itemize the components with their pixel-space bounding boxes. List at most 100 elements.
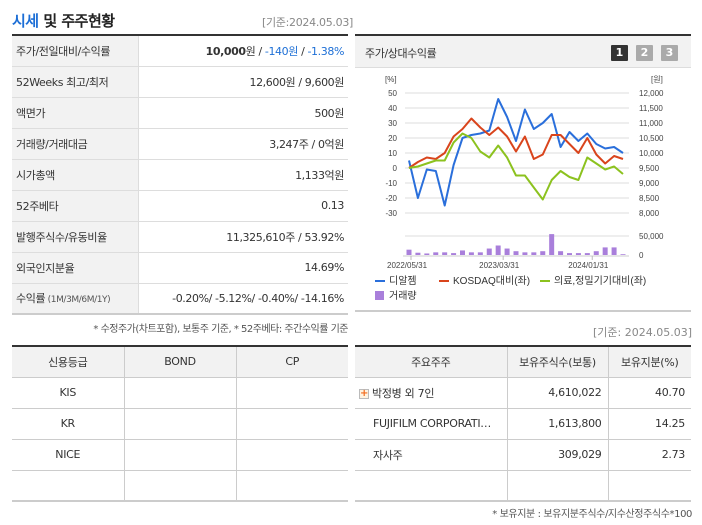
- separator: /: [255, 44, 265, 58]
- svg-text:50,000: 50,000: [639, 232, 664, 241]
- table-row: 액면가 500원: [12, 97, 348, 129]
- table-row: KIS: [12, 377, 348, 409]
- table-header-row: 신용등급 BOND CP: [12, 346, 348, 378]
- svg-text:8,000: 8,000: [639, 209, 660, 218]
- holder-name: 자사주: [355, 439, 508, 471]
- holder-name-cell[interactable]: + 박정병 외 7인: [355, 377, 508, 409]
- svg-text:11,000: 11,000: [639, 119, 663, 128]
- row-value: 500원: [138, 97, 348, 129]
- svg-text:12,000: 12,000: [639, 89, 664, 98]
- row-label: 액면가: [12, 97, 139, 129]
- table-row: 52Weeks 최고/최저 12,600원 / 9,600원: [12, 66, 348, 98]
- row-label: 52주베타: [12, 190, 139, 222]
- svg-text:2024/01/31: 2024/01/31: [568, 261, 609, 270]
- cp-cell: [236, 408, 348, 440]
- major-shareholders-table: 주요주주 보유주식수(보통) 보유지분(%) + 박정병 외 7인 4,610,0…: [355, 345, 691, 502]
- svg-text:0: 0: [639, 251, 644, 260]
- table-row: [355, 470, 691, 502]
- bond-cell: [124, 439, 237, 471]
- row-label: 외국인지분율: [12, 252, 139, 284]
- bond-cell: [124, 470, 237, 502]
- table-row: 주가/전일대비/수익률 10,000원 / -140원 / -1.38%: [12, 35, 348, 67]
- returns-value: -0.20%/ -5.12%/ -0.40%/ -14.16%: [138, 283, 348, 315]
- cp-cell: [236, 377, 348, 409]
- agency-cell: KIS: [12, 377, 125, 409]
- row-label: 52Weeks 최고/최저: [12, 66, 139, 98]
- price-unit: 원: [245, 44, 256, 58]
- price-change: -140원: [264, 44, 298, 58]
- price-relative-return-chart: [%] [원] 50 12,000 40 11,500 30 11,000 20 10,500 10…: [375, 75, 664, 302]
- col-header: BOND: [124, 346, 237, 378]
- chart-page-1-button[interactable]: 1: [611, 45, 628, 61]
- table-row: [12, 470, 348, 502]
- credit-rating-table: 신용등급 BOND CP KIS KR NICE: [12, 345, 348, 502]
- chart-page-3-button[interactable]: 3: [661, 45, 678, 61]
- row-value: 1,133억원: [138, 159, 348, 191]
- table-row: 52주베타 0.13: [12, 190, 348, 222]
- row-value: 14.69%: [138, 252, 348, 284]
- agency-cell: [12, 470, 125, 502]
- table-row: + 박정병 외 7인 4,610,022 40.70: [355, 377, 691, 409]
- title-highlight: 시세: [12, 12, 39, 30]
- table-row: KR: [12, 408, 348, 440]
- col-header: 보유지분(%): [608, 346, 691, 378]
- svg-text:10,500: 10,500: [639, 134, 664, 143]
- svg-text:디알젬: 디알젬: [389, 275, 417, 287]
- svg-text:10,000: 10,000: [639, 149, 664, 158]
- cp-cell: [236, 439, 348, 471]
- row-label: 주가/전일대비/수익률: [12, 35, 139, 67]
- table-row: 시가총액 1,133억원: [12, 159, 348, 191]
- svg-text:의료,정밀기기대비(좌): 의료,정밀기기대비(좌): [554, 275, 646, 287]
- bond-cell: [124, 408, 237, 440]
- holders-footnote: * 보유지분 : 보유지분주식수/지수산정주식수*100: [492, 509, 692, 520]
- chart-page-2-button[interactable]: 2: [636, 45, 653, 61]
- col-header: CP: [236, 346, 348, 378]
- svg-text:KOSDAQ대비(좌): KOSDAQ대비(좌): [453, 275, 530, 287]
- table-row: 거래량/거래대금 3,247주 / 0억원: [12, 128, 348, 160]
- shareholder-base-date: [기준: 2024.05.03]: [592, 326, 692, 339]
- shares-cell: [507, 470, 609, 502]
- table-row: 자사주 309,029 2.73: [355, 439, 691, 471]
- svg-text:-10: -10: [385, 179, 397, 188]
- row-value: 10,000원 / -140원 / -1.38%: [138, 35, 348, 67]
- col-header: 주요주주: [355, 346, 508, 378]
- expand-plus-icon[interactable]: +: [359, 387, 369, 399]
- table-row: 수익률 (1M/3M/6M/1Y) -0.20%/ -5.12%/ -0.40%…: [12, 283, 348, 315]
- bond-cell: [124, 377, 237, 409]
- svg-text:20: 20: [388, 134, 397, 143]
- col-header: 보유주식수(보통): [507, 346, 609, 378]
- shares-cell: 4,610,022: [507, 377, 609, 409]
- svg-text:-30: -30: [385, 209, 397, 218]
- svg-text:[원]: [원]: [651, 75, 663, 84]
- separator: /: [297, 44, 308, 58]
- svg-text:2022/05/31: 2022/05/31: [387, 261, 428, 270]
- holder-name: FUJIFILM CORPORATI…: [355, 408, 508, 440]
- svg-text:0: 0: [393, 164, 398, 173]
- row-value: 0.13: [138, 190, 348, 222]
- row-label: 거래량/거래대금: [12, 128, 139, 160]
- table-row: 외국인지분율 14.69%: [12, 252, 348, 284]
- svg-text:9,000: 9,000: [639, 179, 660, 188]
- svg-text:40: 40: [388, 104, 397, 113]
- pct-cell: 40.70: [608, 377, 691, 409]
- svg-text:10: 10: [388, 149, 397, 158]
- cp-cell: [236, 470, 348, 502]
- svg-text:30: 30: [388, 119, 397, 128]
- holder-name: [355, 470, 508, 502]
- chart-header: 주가/상대수익률 1 2 3: [355, 36, 691, 68]
- pct-cell: [608, 470, 691, 502]
- table-row: FUJIFILM CORPORATI… 1,613,800 14.25: [355, 408, 691, 440]
- base-date: [기준:2024.05.03]: [262, 16, 354, 29]
- price-info-table: 주가/전일대비/수익률 10,000원 / -140원 / -1.38% 52W…: [12, 34, 348, 315]
- row-value: 11,325,610주 / 53.92%: [138, 221, 348, 253]
- svg-text:[%]: [%]: [385, 75, 397, 84]
- svg-text:9,500: 9,500: [639, 164, 660, 173]
- table-row: NICE: [12, 439, 348, 471]
- shares-cell: 309,029: [507, 439, 609, 471]
- col-header: 신용등급: [12, 346, 125, 378]
- info-footnote: * 수정주가(차트포함), 보통주 기준, * 52주베타: 주간수익률 기준: [93, 324, 348, 335]
- section-title: 시세 및 주주현황: [12, 10, 115, 31]
- svg-text:50: 50: [388, 89, 397, 98]
- svg-text:8,500: 8,500: [639, 194, 660, 203]
- shares-cell: 1,613,800: [507, 408, 609, 440]
